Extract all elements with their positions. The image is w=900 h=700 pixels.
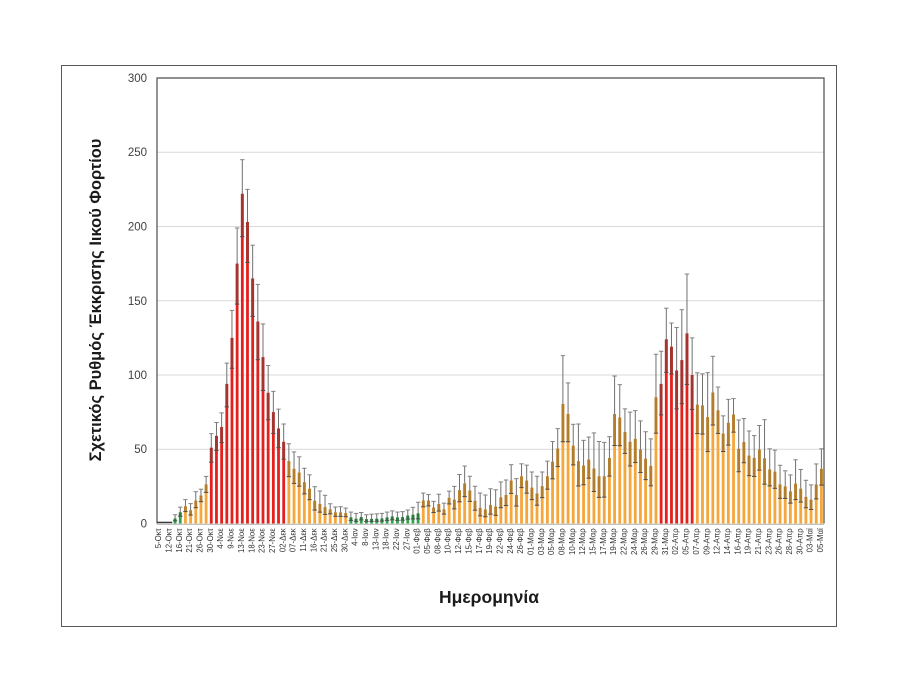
svg-text:10-Μαρ: 10-Μαρ: [568, 528, 577, 555]
svg-text:05-Μαρ: 05-Μαρ: [547, 528, 556, 555]
svg-text:17-Φεβ: 17-Φεβ: [475, 528, 484, 554]
svg-text:250: 250: [128, 147, 147, 159]
svg-text:01-Μαρ: 01-Μαρ: [526, 528, 535, 555]
svg-text:19-Μαρ: 19-Μαρ: [609, 528, 618, 555]
svg-text:12-Φεβ: 12-Φεβ: [454, 528, 463, 554]
svg-text:12-Απρ: 12-Απρ: [713, 528, 722, 555]
svg-text:26-Οκτ: 26-Οκτ: [196, 527, 205, 552]
svg-text:100: 100: [128, 370, 147, 382]
svg-text:02-Απρ: 02-Απρ: [671, 528, 680, 555]
svg-text:02-Δεκ: 02-Δεκ: [278, 528, 287, 552]
svg-text:27-Ιαν: 27-Ιαν: [402, 528, 411, 550]
svg-text:30-Δεκ: 30-Δεκ: [340, 528, 349, 552]
svg-text:4-Νοε: 4-Νοε: [216, 528, 225, 549]
svg-text:4-Ιαν: 4-Ιαν: [351, 528, 360, 546]
svg-text:24-Μαρ: 24-Μαρ: [630, 528, 639, 555]
svg-text:05-Φεβ: 05-Φεβ: [423, 528, 432, 554]
svg-text:01-Φεβ: 01-Φεβ: [413, 528, 422, 554]
svg-text:26-Απρ: 26-Απρ: [775, 528, 784, 555]
svg-text:13-Ιαν: 13-Ιαν: [371, 528, 380, 550]
svg-text:300: 300: [128, 73, 147, 85]
svg-text:24-Φεβ: 24-Φεβ: [506, 528, 515, 554]
svg-text:Ημερομηνία: Ημερομηνία: [439, 587, 539, 607]
svg-text:26-Φεβ: 26-Φεβ: [516, 528, 525, 554]
svg-text:05-Μαϊ: 05-Μαϊ: [816, 528, 825, 552]
svg-text:16-Οκτ: 16-Οκτ: [175, 527, 184, 552]
svg-text:22-Ιαν: 22-Ιαν: [392, 528, 401, 550]
svg-text:5-Οκτ: 5-Οκτ: [154, 527, 163, 548]
svg-text:30-Απρ: 30-Απρ: [795, 528, 804, 555]
svg-text:08-Μαρ: 08-Μαρ: [557, 528, 566, 555]
svg-text:29-Μαρ: 29-Μαρ: [651, 528, 660, 555]
svg-text:21-Οκτ: 21-Οκτ: [185, 527, 194, 552]
svg-text:200: 200: [128, 222, 147, 234]
svg-text:18-Ιαν: 18-Ιαν: [382, 528, 391, 550]
svg-text:15-Φεβ: 15-Φεβ: [464, 528, 473, 554]
svg-text:22-Φεβ: 22-Φεβ: [495, 528, 504, 554]
svg-text:16-Δεκ: 16-Δεκ: [309, 528, 318, 552]
svg-text:Σχετικός Ρυθμός Έκκρισης Ιικού: Σχετικός Ρυθμός Έκκρισης Ιικού Φορτίου: [87, 139, 105, 462]
svg-text:12-Οκτ: 12-Οκτ: [165, 527, 174, 552]
svg-text:14-Απρ: 14-Απρ: [723, 528, 732, 555]
svg-text:9-Νοε: 9-Νοε: [227, 528, 236, 549]
svg-text:26-Μαρ: 26-Μαρ: [640, 528, 649, 555]
svg-text:05-Απρ: 05-Απρ: [682, 528, 691, 555]
svg-text:21-Απρ: 21-Απρ: [754, 528, 763, 555]
svg-text:08-Φεβ: 08-Φεβ: [433, 528, 442, 554]
svg-text:30-Οκτ: 30-Οκτ: [206, 527, 215, 552]
svg-text:22-Μαρ: 22-Μαρ: [620, 528, 629, 555]
svg-text:09-Απρ: 09-Απρ: [702, 528, 711, 555]
svg-text:19-Φεβ: 19-Φεβ: [485, 528, 494, 554]
svg-text:0: 0: [141, 519, 147, 531]
svg-text:28-Απρ: 28-Απρ: [785, 528, 794, 555]
svg-text:07-Απρ: 07-Απρ: [692, 528, 701, 555]
svg-text:03-Μαρ: 03-Μαρ: [537, 528, 546, 555]
svg-text:07-Δεκ: 07-Δεκ: [289, 528, 298, 552]
svg-text:31-Μαρ: 31-Μαρ: [661, 528, 670, 555]
svg-text:12-Μαρ: 12-Μαρ: [578, 528, 587, 555]
svg-text:13-Νοε: 13-Νοε: [237, 528, 246, 553]
svg-text:18-Νοε: 18-Νοε: [247, 528, 256, 553]
svg-text:21-Δεκ: 21-Δεκ: [320, 528, 329, 552]
svg-text:25-Δεκ: 25-Δεκ: [330, 528, 339, 552]
svg-text:19-Απρ: 19-Απρ: [744, 528, 753, 555]
svg-text:23-Νοε: 23-Νοε: [258, 528, 267, 553]
svg-text:17-Μαρ: 17-Μαρ: [599, 528, 608, 555]
svg-text:03-Μαϊ: 03-Μαϊ: [806, 528, 815, 552]
svg-text:150: 150: [128, 296, 147, 308]
svg-text:15-Μαρ: 15-Μαρ: [589, 528, 598, 555]
svg-text:10-Φεβ: 10-Φεβ: [444, 528, 453, 554]
svg-text:11-Δεκ: 11-Δεκ: [299, 528, 308, 551]
svg-text:8-Ιαν: 8-Ιαν: [361, 528, 370, 546]
svg-text:16-Απρ: 16-Απρ: [733, 528, 742, 555]
svg-text:50: 50: [134, 444, 147, 456]
svg-text:23-Απρ: 23-Απρ: [764, 528, 773, 555]
svg-text:27-Νοε: 27-Νοε: [268, 528, 277, 553]
